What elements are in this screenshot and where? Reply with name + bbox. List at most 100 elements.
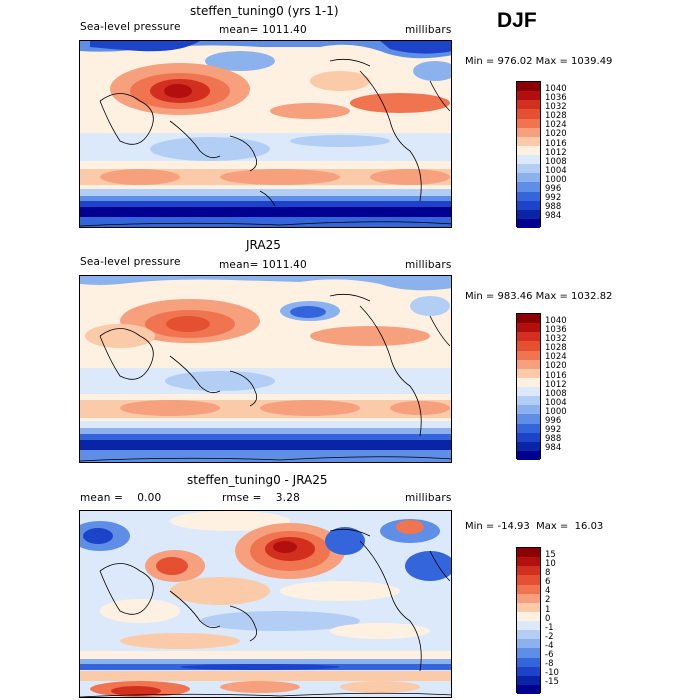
panel-3-swatch <box>517 575 540 585</box>
panel-3-swatch <box>517 602 540 612</box>
panel-1-colorbar <box>516 81 541 228</box>
panel-1-swatch <box>517 191 540 201</box>
panel-2-tick: 1000 <box>545 407 567 417</box>
panel-1-swatch <box>517 173 540 183</box>
panel-1-swatch <box>517 164 540 174</box>
panel-1-units-label: millibars <box>405 24 452 36</box>
panel-1-mean-label: mean= 1011.40 <box>219 24 307 36</box>
panel-2-tick: 1020 <box>545 361 567 371</box>
panel-2-colorbar <box>516 313 541 460</box>
panel-3-swatch <box>517 566 540 576</box>
panel-1-tick: 984 <box>545 211 562 221</box>
panel-3-swatch <box>517 657 540 667</box>
panel-3-tick: 2 <box>545 595 551 605</box>
panel-3-map <box>79 510 452 698</box>
season-label: DJF <box>497 9 537 32</box>
panel-1-tick: 988 <box>545 202 562 212</box>
panel-1-tick: 1000 <box>545 175 567 185</box>
panel-2-swatch <box>517 368 540 378</box>
panel-2-swatch <box>517 432 540 442</box>
panel-2-left-label: Sea-level pressure <box>80 256 181 268</box>
panel-2-tick: 1008 <box>545 389 567 399</box>
panel-3-tick: -1 <box>545 623 554 633</box>
panel-3-swatch <box>517 621 540 631</box>
panel-3-swatch <box>517 684 540 694</box>
panel-3-tick: 6 <box>545 577 551 587</box>
panel-2-map <box>79 275 452 463</box>
panel-3-tick: 10 <box>545 559 556 569</box>
panel-1-swatch <box>517 91 540 101</box>
panel-3-tick: 8 <box>545 568 551 578</box>
panel-1-tick: 1008 <box>545 157 567 167</box>
panel-1-swatch <box>517 82 540 92</box>
panel-3-mean-label: mean = 0.00 <box>80 492 162 504</box>
panel-3-swatch <box>517 639 540 649</box>
panel-2-swatch <box>517 405 540 415</box>
panel-1-tick: 992 <box>545 193 562 203</box>
panel-1-swatch <box>517 145 540 155</box>
panel-2-swatch <box>517 377 540 387</box>
panel-3-tick: 15 <box>545 550 556 560</box>
panel-1-swatch <box>517 136 540 146</box>
panel-2-tick: 984 <box>545 443 562 453</box>
panel-2-minmax: Min = 983.46 Max = 1032.82 <box>465 291 613 302</box>
panel-1-tick: 1040 <box>545 84 567 94</box>
panel-2-swatch <box>517 441 540 451</box>
panel-3-tick: -4 <box>545 641 554 651</box>
panel-3-swatch <box>517 666 540 676</box>
panel-3-units-label: millibars <box>405 492 452 504</box>
panel-2-tick: 988 <box>545 434 562 444</box>
panel-1-tick: 1012 <box>545 148 567 158</box>
panel-1-swatch <box>517 118 540 128</box>
panel-1-swatch <box>517 182 540 192</box>
panel-3-swatch <box>517 675 540 685</box>
panel-2-title: JRA25 <box>246 238 281 252</box>
panel-2-swatch <box>517 350 540 360</box>
panel-1-tick: 1024 <box>545 120 567 130</box>
panel-1-swatch <box>517 200 540 210</box>
panel-2-swatch <box>517 450 540 460</box>
panel-1-title: steffen_tuning0 (yrs 1-1) <box>190 4 339 18</box>
panel-1-tick: 996 <box>545 184 562 194</box>
panel-2-swatch <box>517 314 540 324</box>
panel-3-tick: 0 <box>545 614 551 624</box>
panel-2-swatch <box>517 423 540 433</box>
panel-1-swatch <box>517 100 540 110</box>
panel-1-tick: 1016 <box>545 139 567 149</box>
panel-3-rmse-label: rmse = 3.28 <box>222 492 300 504</box>
panel-2-tick: 996 <box>545 416 562 426</box>
panel-2-units-label: millibars <box>405 259 452 271</box>
panel-3-tick: 1 <box>545 605 551 615</box>
panel-3-swatch <box>517 557 540 567</box>
panel-3-swatch <box>517 630 540 640</box>
panel-2-swatch <box>517 323 540 333</box>
panel-2-tick: 1032 <box>545 334 567 344</box>
panel-3-tick: -6 <box>545 650 554 660</box>
panel-2-swatch <box>517 396 540 406</box>
panel-2-swatch <box>517 414 540 424</box>
panel-2-tick: 1040 <box>545 316 567 326</box>
panel-1-field <box>80 41 451 227</box>
panel-2-tick: 1028 <box>545 343 567 353</box>
panel-3-field <box>80 511 451 697</box>
panel-3-tick: 4 <box>545 586 551 596</box>
panel-2-field <box>80 276 451 462</box>
panel-3-minmax: Min = -14.93 Max = 16.03 <box>465 521 604 532</box>
panel-3-title: steffen_tuning0 - JRA25 <box>187 473 328 487</box>
panel-3-swatch <box>517 548 540 558</box>
panel-2-tick: 1004 <box>545 398 567 408</box>
panel-1-swatch <box>517 218 540 228</box>
panel-2-swatch <box>517 341 540 351</box>
panel-1-tick: 1028 <box>545 111 567 121</box>
panel-3-swatch <box>517 611 540 621</box>
panel-2-tick: 1012 <box>545 380 567 390</box>
panel-1-tick: 1036 <box>545 93 567 103</box>
panel-3-swatch <box>517 648 540 658</box>
panel-2-tick: 992 <box>545 425 562 435</box>
panel-1-tick: 1032 <box>545 102 567 112</box>
panel-2-tick: 1016 <box>545 371 567 381</box>
panel-2-tick: 1036 <box>545 325 567 335</box>
panel-2-swatch <box>517 387 540 397</box>
panel-3-swatch <box>517 584 540 594</box>
panel-2-swatch <box>517 332 540 342</box>
